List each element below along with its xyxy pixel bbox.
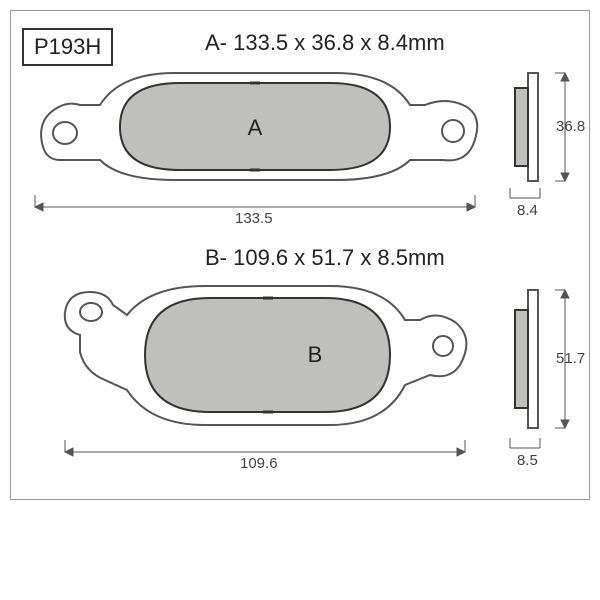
pad-b-side-backing xyxy=(528,290,538,428)
pad-b-label: B xyxy=(308,342,323,367)
pad-b-friction-pad xyxy=(145,298,390,412)
pad-a-side-backing xyxy=(528,73,538,181)
pad-a-side-friction xyxy=(515,88,528,166)
pad-b-side-friction xyxy=(515,310,528,408)
pad-a-front-view: A xyxy=(25,65,485,195)
part-code-box: P193H xyxy=(22,28,113,66)
spec-b-text: B- 109.6 x 51.7 x 8.5mm xyxy=(205,245,445,271)
pad-b-side-view xyxy=(510,285,560,435)
pad-b-hole-right xyxy=(433,336,453,356)
dim-b-length-label: 109.6 xyxy=(240,455,278,472)
part-code-text: P193H xyxy=(34,34,101,59)
dim-a-height-label: 36.8 xyxy=(556,118,585,135)
dim-a-thickness-label: 8.4 xyxy=(517,202,538,219)
pad-a-label: A xyxy=(248,115,263,140)
dim-b-thickness-label: 8.5 xyxy=(517,452,538,469)
pad-a-hole-right xyxy=(442,120,464,142)
spec-a-text: A- 133.5 x 36.8 x 8.4mm xyxy=(205,30,445,56)
pad-a-hole-left xyxy=(53,122,77,144)
dim-b-height-label: 51.7 xyxy=(556,350,585,367)
pad-b-hole-left xyxy=(80,303,102,321)
pad-b-front-view: B xyxy=(55,280,475,440)
dim-a-length-label: 133.5 xyxy=(235,210,273,227)
pad-a-side-view xyxy=(510,68,560,188)
